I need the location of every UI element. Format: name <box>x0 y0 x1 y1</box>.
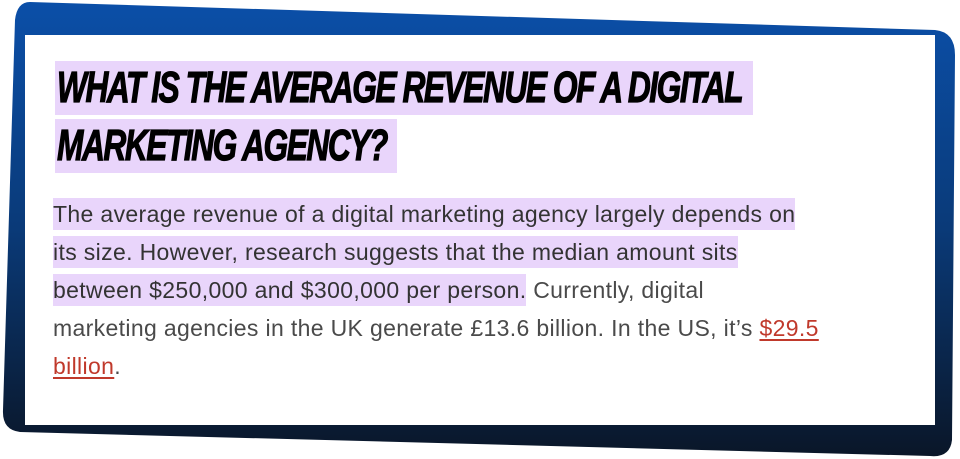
article-heading: What is the average revenue of a digital… <box>55 61 753 177</box>
article-paragraph: The average revenue of a digital marketi… <box>53 195 819 385</box>
highlighted-text: between $250,000 and $300,000 per person… <box>53 274 527 306</box>
heading-line-1: What is the average revenue of a digital <box>57 62 744 112</box>
heading-line-2: marketing agency? <box>57 120 389 170</box>
body-text: . <box>114 353 122 379</box>
source-link[interactable]: billion <box>53 353 115 379</box>
body-text: Currently, digital <box>526 277 704 303</box>
highlighted-text: The average revenue of a digital marketi… <box>53 198 796 230</box>
source-link[interactable]: $29.5 <box>759 315 819 341</box>
body-text: marketing agencies in the UK generate £1… <box>53 315 760 341</box>
heading-highlight: marketing agency? <box>55 119 397 173</box>
heading-highlight: What is the average revenue of a digital <box>55 61 753 115</box>
heading-row-2: marketing agency? <box>55 119 753 175</box>
highlighted-text: its size. However, research suggests tha… <box>53 236 738 268</box>
article-card: What is the average revenue of a digital… <box>25 35 935 425</box>
heading-row-1: What is the average revenue of a digital <box>55 61 753 117</box>
